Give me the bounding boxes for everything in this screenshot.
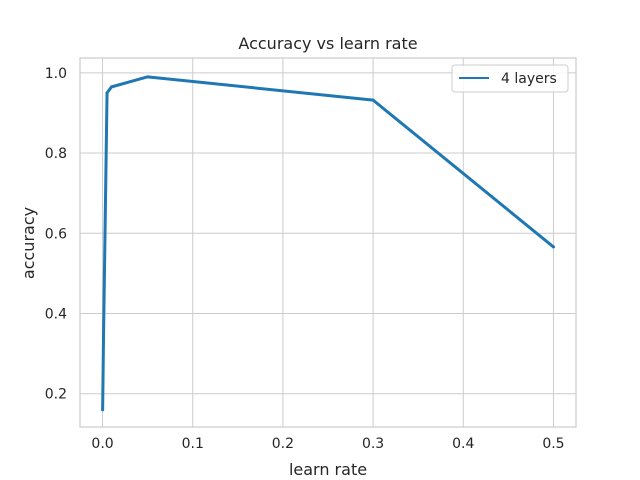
plot-background [80,58,576,427]
legend: 4 layers [451,64,569,93]
y-tick-label: 0.6 [45,226,67,242]
y-tick-label: 0.2 [45,387,67,403]
legend-box [451,64,569,93]
series-layer [101,75,555,412]
data-point [110,85,114,89]
y-tick-label: 1.0 [45,66,67,82]
data-point [101,340,105,344]
grid-lines [80,58,576,427]
data-point [371,98,375,102]
x-tick-label: 0.3 [362,436,384,452]
plot-frame [79,57,577,428]
x-tick-label: 0.4 [452,436,474,452]
y-tick-labels: 0.2 0.4 0.6 0.8 1.0 [45,66,67,403]
x-tick-label: 0.1 [182,436,204,452]
y-axis-title: accuracy [19,207,38,279]
y-tick-label: 0.4 [45,306,67,322]
legend-label: 4 layers [501,71,557,87]
data-point [101,408,105,412]
chart-title: Accuracy vs learn rate [238,34,417,53]
data-point [551,245,555,249]
x-axis-title: learn rate [289,460,367,479]
y-tick-label: 0.8 [45,146,67,162]
x-tick-label: 0.5 [542,436,564,452]
data-point [105,91,109,95]
x-tick-label: 0.2 [272,436,294,452]
x-tick-label: 0.0 [91,436,113,452]
x-tick-labels: 0.0 0.1 0.2 0.3 0.4 0.5 [91,436,564,452]
data-point [146,75,150,79]
